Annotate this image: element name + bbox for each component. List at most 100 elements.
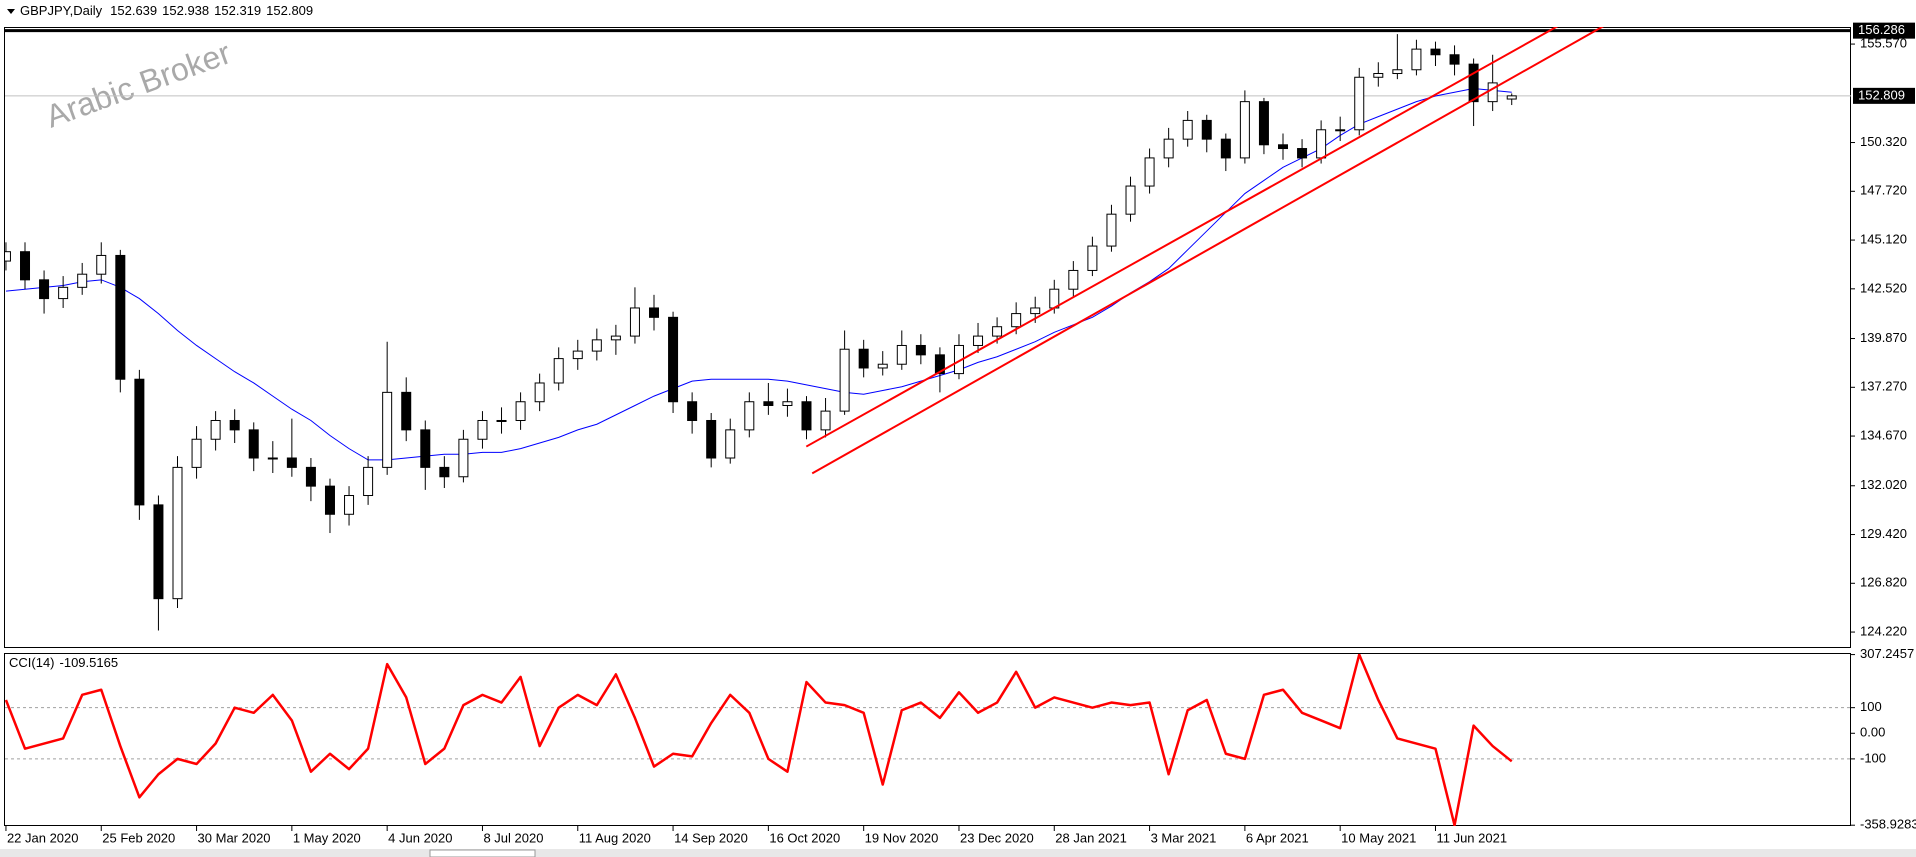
candle-body	[1030, 307, 1041, 315]
candle-body	[305, 466, 316, 487]
candle-body	[1335, 129, 1346, 132]
candle-body	[1468, 63, 1479, 103]
candle-body	[1449, 54, 1460, 65]
candle-body	[1373, 73, 1384, 78]
candle-body	[858, 348, 869, 369]
candle-body	[1163, 138, 1174, 159]
candle-body	[553, 358, 564, 384]
cci-line	[5, 654, 1513, 826]
y-tick-label: 137.270	[1860, 379, 1907, 394]
candle-body	[401, 391, 412, 431]
y-tick-label: 142.520	[1860, 280, 1907, 295]
x-tick-label: 25 Feb 2020	[102, 830, 175, 845]
candle-body	[1220, 138, 1231, 159]
candle-body	[515, 401, 526, 421]
y-tick-label: 132.020	[1860, 477, 1907, 492]
candle-body	[172, 466, 183, 600]
y-tick-label: 129.420	[1860, 526, 1907, 541]
candle-body	[153, 504, 164, 600]
x-tick-label: 8 Jul 2020	[483, 830, 543, 845]
candle-body	[420, 429, 431, 468]
candle-body	[839, 348, 850, 412]
y-tick-label: -358.9283	[1860, 817, 1916, 832]
trendline	[811, 27, 1605, 475]
y-tick-label: 0.00	[1860, 725, 1885, 740]
candle-body	[1392, 69, 1403, 75]
candle-body	[782, 401, 793, 406]
candle-body	[477, 419, 488, 440]
symbol: GBPJPY,Daily	[20, 3, 103, 18]
price-label: 156.286	[1858, 22, 1905, 37]
candle-body	[687, 401, 698, 421]
x-tick-label: 6 Apr 2021	[1246, 830, 1309, 845]
y-tick-label: 155.570	[1860, 36, 1907, 51]
candle-body	[229, 419, 240, 431]
candle-body	[992, 326, 1003, 337]
candle-body	[744, 401, 755, 431]
candle-body	[649, 307, 660, 318]
candle-body	[973, 335, 984, 346]
candle-body	[1506, 95, 1517, 100]
candle-body	[1316, 129, 1327, 159]
candle-body	[1068, 269, 1079, 290]
candle-body	[20, 251, 31, 281]
candle-body	[915, 344, 926, 356]
x-tick-label: 4 Jun 2020	[388, 830, 452, 845]
x-tick-label: 14 Sep 2020	[674, 830, 748, 845]
candle-body	[1087, 245, 1098, 271]
candle-body	[439, 466, 450, 478]
x-tick-label: 16 Oct 2020	[769, 830, 840, 845]
price-panel-frame	[4, 27, 1851, 648]
candle-body	[1258, 101, 1269, 146]
chart-tab[interactable]	[429, 849, 536, 857]
candle-body	[1201, 119, 1212, 140]
candle-body	[1239, 101, 1250, 159]
candle-body	[1144, 157, 1155, 187]
candle-body	[324, 485, 335, 515]
candle-body	[572, 350, 583, 360]
candle-body	[267, 457, 278, 460]
candle-body	[1125, 185, 1136, 215]
candle-body	[763, 401, 774, 406]
y-tick-label: 100	[1860, 699, 1882, 714]
candle-body	[1430, 48, 1441, 56]
trendline	[805, 27, 1559, 448]
candle-body	[286, 457, 297, 468]
x-tick-label: 28 Jan 2021	[1055, 830, 1127, 845]
y-tick-label: 145.120	[1860, 232, 1907, 247]
candle-body	[801, 401, 812, 431]
candle-body	[1106, 213, 1117, 247]
candle-body	[458, 438, 469, 478]
candle-body	[344, 495, 355, 515]
x-tick-label: 19 Nov 2020	[865, 830, 939, 845]
candle-body	[1011, 313, 1022, 328]
candle-body	[382, 391, 393, 468]
header-open: 152.639	[110, 3, 157, 18]
y-tick-label: -100	[1860, 750, 1886, 765]
candle-body	[1354, 76, 1365, 131]
menu-arrow[interactable]	[7, 9, 15, 14]
candle-body	[210, 419, 221, 440]
x-tick-label: 1 May 2020	[293, 830, 361, 845]
x-tick-label: 23 Dec 2020	[960, 830, 1034, 845]
candle-body	[896, 344, 907, 365]
candle-body	[115, 254, 126, 380]
candle-body	[77, 273, 88, 288]
price-label: 152.809	[1858, 87, 1905, 102]
candle-body	[877, 363, 888, 369]
y-tick-label: 150.320	[1860, 134, 1907, 149]
candle-body	[1278, 144, 1288, 150]
candle-body	[591, 339, 602, 352]
price-label-box	[1853, 22, 1915, 39]
candle-body	[1411, 48, 1422, 71]
candle-body	[668, 316, 679, 403]
candle-body	[5, 251, 11, 262]
header-high: 152.938	[162, 3, 209, 18]
candle-body	[1487, 82, 1498, 103]
candle-body	[934, 354, 945, 375]
candle-body	[248, 429, 259, 459]
y-tick-label: 139.870	[1860, 330, 1907, 345]
cci-panel-frame	[4, 653, 1851, 826]
moving-average	[5, 88, 1512, 461]
